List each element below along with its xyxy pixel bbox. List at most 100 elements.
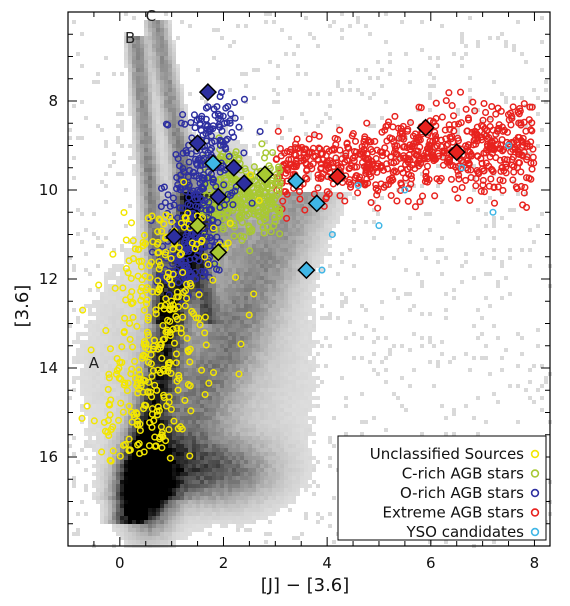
density-cell bbox=[172, 276, 176, 280]
density-cell bbox=[116, 344, 120, 348]
density-cell bbox=[240, 220, 244, 224]
density-cell bbox=[144, 460, 148, 464]
density-cell bbox=[260, 436, 264, 440]
density-cell bbox=[196, 500, 200, 504]
density-cell bbox=[280, 308, 284, 312]
density-cell bbox=[212, 416, 216, 420]
density-cell bbox=[156, 156, 160, 160]
density-cell bbox=[236, 508, 240, 512]
density-cell bbox=[112, 380, 116, 384]
density-cell bbox=[152, 232, 156, 236]
density-cell bbox=[196, 516, 200, 520]
density-cell bbox=[280, 332, 284, 336]
density-cell bbox=[136, 208, 140, 212]
density-cell bbox=[92, 420, 96, 424]
density-cell bbox=[236, 364, 240, 368]
density-cell bbox=[220, 280, 224, 284]
density-cell bbox=[168, 536, 172, 540]
density-cell bbox=[224, 524, 228, 528]
density-cell bbox=[96, 428, 100, 432]
density-cell bbox=[204, 416, 208, 420]
density-cell bbox=[188, 472, 192, 476]
density-cell bbox=[116, 528, 120, 532]
density-cell bbox=[164, 240, 168, 244]
density-cell bbox=[204, 308, 208, 312]
density-cell bbox=[132, 164, 136, 168]
density-cell bbox=[168, 216, 172, 220]
density-cell bbox=[220, 428, 224, 432]
density-cell bbox=[128, 72, 132, 76]
density-cell bbox=[144, 208, 148, 212]
density-cell bbox=[96, 480, 100, 484]
density-cell bbox=[192, 324, 196, 328]
density-cell bbox=[136, 192, 140, 196]
density-cell bbox=[208, 364, 212, 368]
density-cell bbox=[236, 424, 240, 428]
density-cell bbox=[228, 260, 232, 264]
density-cell bbox=[160, 64, 164, 68]
density-cell bbox=[100, 180, 104, 184]
density-cell bbox=[152, 112, 156, 116]
density-cell bbox=[136, 216, 140, 220]
density-cell bbox=[212, 380, 216, 384]
density-cell bbox=[148, 540, 152, 544]
density-cell bbox=[148, 436, 152, 440]
density-cell bbox=[156, 76, 160, 80]
density-cell bbox=[272, 260, 276, 264]
density-cell bbox=[212, 404, 216, 408]
density-cell bbox=[284, 268, 288, 272]
density-cell bbox=[196, 356, 200, 360]
density-cell bbox=[136, 60, 140, 64]
density-cell bbox=[200, 368, 204, 372]
density-cell bbox=[188, 132, 192, 136]
density-cell bbox=[160, 492, 164, 496]
density-cell bbox=[268, 444, 272, 448]
density-cell bbox=[132, 108, 136, 112]
density-cell bbox=[256, 340, 260, 344]
density-cell bbox=[136, 176, 140, 180]
density-cell bbox=[116, 408, 120, 412]
density-cell bbox=[192, 484, 196, 488]
density-cell bbox=[260, 448, 264, 452]
density-cell bbox=[188, 164, 192, 168]
density-cell bbox=[136, 536, 140, 540]
density-cell bbox=[196, 448, 200, 452]
density-cell bbox=[120, 280, 124, 284]
density-cell bbox=[80, 352, 84, 356]
density-cell bbox=[144, 424, 148, 428]
density-cell bbox=[216, 488, 220, 492]
density-cell bbox=[152, 452, 156, 456]
density-cell bbox=[224, 320, 228, 324]
density-cell bbox=[268, 416, 272, 420]
density-cell bbox=[260, 516, 264, 520]
density-cell bbox=[216, 288, 220, 292]
density-cell bbox=[248, 460, 252, 464]
density-cell bbox=[176, 88, 180, 92]
density-cell bbox=[132, 532, 136, 536]
density-cell bbox=[120, 320, 124, 324]
density-cell bbox=[240, 392, 244, 396]
density-cell bbox=[204, 516, 208, 520]
density-cell bbox=[144, 432, 148, 436]
density-cell bbox=[128, 92, 132, 96]
density-cell bbox=[144, 176, 148, 180]
density-cell bbox=[184, 432, 188, 436]
density-cell bbox=[188, 512, 192, 516]
density-cell bbox=[228, 424, 232, 428]
density-cell bbox=[140, 52, 144, 56]
density-cell bbox=[252, 236, 256, 240]
density-cell bbox=[164, 348, 168, 352]
density-cell bbox=[140, 316, 144, 320]
density-cell bbox=[112, 292, 116, 296]
density-cell bbox=[244, 276, 248, 280]
density-cell bbox=[152, 508, 156, 512]
density-cell bbox=[192, 384, 196, 388]
density-cell bbox=[180, 104, 184, 108]
density-cell bbox=[220, 464, 224, 468]
density-cell bbox=[168, 28, 172, 32]
density-cell bbox=[148, 156, 152, 160]
density-cell bbox=[116, 284, 120, 288]
density-cell bbox=[244, 84, 248, 88]
density-cell bbox=[200, 412, 204, 416]
density-cell bbox=[268, 412, 272, 416]
